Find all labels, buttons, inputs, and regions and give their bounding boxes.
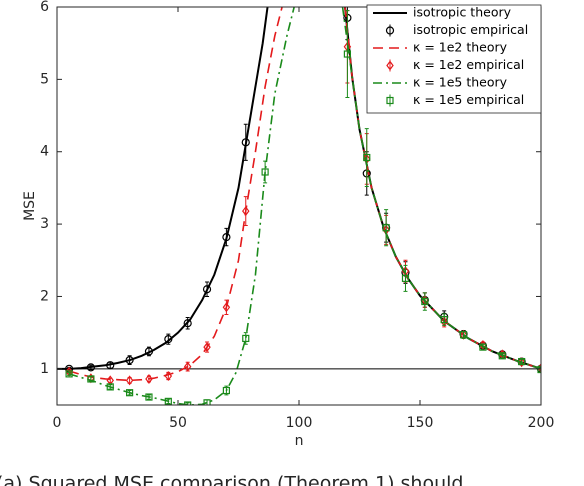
- error-bar: [185, 402, 190, 405]
- marker: [222, 233, 231, 242]
- marker: [459, 331, 468, 339]
- y-tick-label: 6: [40, 0, 49, 15]
- marker: [164, 397, 172, 405]
- legend-label: κ = 1e5 empirical: [413, 92, 524, 107]
- x-tick-label: 200: [528, 415, 555, 431]
- x-tick-label: 0: [53, 415, 62, 431]
- error-bar: [224, 227, 229, 247]
- marker: [242, 334, 250, 343]
- marker: [382, 224, 390, 232]
- legend-label: κ = 1e2 theory: [413, 40, 508, 55]
- marker: [242, 206, 250, 217]
- error-bar: [500, 353, 505, 359]
- marker: [145, 373, 153, 384]
- error-bar: [243, 196, 248, 227]
- marker: [222, 302, 231, 313]
- y-tick-label: 5: [40, 71, 49, 87]
- marker: [203, 342, 211, 353]
- marker: [164, 371, 173, 382]
- error-bar: [243, 332, 248, 345]
- error-bar: [67, 371, 72, 376]
- error-bar: [146, 394, 151, 400]
- marker: [241, 138, 250, 147]
- theory-line: [68, 7, 541, 405]
- marker: [202, 285, 212, 294]
- marker: [440, 316, 448, 324]
- legend-marker: [386, 60, 394, 71]
- marker: [363, 153, 371, 162]
- error-bar: [88, 364, 93, 371]
- plot-area: [57, 7, 541, 405]
- marker: [203, 399, 211, 405]
- x-axis-label: n: [295, 433, 304, 449]
- marker: [421, 297, 429, 306]
- error-bar: [146, 346, 151, 357]
- marker: [518, 357, 526, 366]
- legend-label: isotropic theory: [413, 5, 512, 20]
- error-bar: [108, 384, 113, 390]
- error-bar: [205, 281, 210, 297]
- legend-label: κ = 1e2 empirical: [413, 57, 524, 72]
- error-bar: [422, 292, 427, 311]
- error-bar: [127, 390, 132, 396]
- marker: [86, 363, 95, 372]
- marker: [65, 370, 73, 378]
- y-axis-label: MSE: [22, 191, 38, 221]
- legend-marker: [385, 26, 395, 35]
- marker: [343, 50, 351, 58]
- error-bar: [519, 358, 524, 365]
- marker: [125, 356, 134, 365]
- marker: [106, 383, 114, 391]
- error-bar: [243, 123, 248, 161]
- marker: [106, 361, 115, 370]
- marker: [479, 343, 487, 351]
- error-bar: [442, 313, 447, 326]
- marker: [164, 335, 173, 344]
- marker: [125, 375, 134, 386]
- marker: [87, 375, 95, 383]
- x-tick-label: 150: [407, 415, 434, 431]
- error-bar: [539, 367, 541, 372]
- caption: (a) Squared MSE comparison (Theorem 1) s…: [0, 473, 463, 486]
- error-bar: [88, 376, 93, 382]
- marker: [125, 389, 134, 397]
- marker: [498, 352, 506, 360]
- marker: [261, 168, 269, 176]
- marker: [144, 347, 154, 356]
- legend-label: isotropic empirical: [413, 22, 528, 37]
- marker: [145, 393, 153, 401]
- y-tick-label: 2: [40, 288, 49, 304]
- legend-box: [366, 4, 542, 114]
- marker: [222, 386, 230, 395]
- legend: isotropic theory isotropic empirical κ = 1…: [366, 4, 542, 114]
- error-bar: [364, 128, 369, 187]
- marker: [183, 319, 192, 328]
- error-bar: [166, 398, 171, 405]
- y-tick-label: 1: [40, 361, 49, 377]
- error-bar: [263, 160, 268, 184]
- marker: [401, 274, 410, 282]
- legend-marker: [386, 96, 394, 105]
- y-tick-label: 3: [40, 216, 49, 232]
- legend-label: κ = 1e5 theory: [413, 75, 508, 90]
- y-tick-label: 4: [40, 144, 49, 160]
- error-bar: [345, 10, 350, 98]
- error-bar: [403, 264, 408, 292]
- error-bar: [384, 209, 389, 247]
- error-bar: [127, 355, 132, 365]
- axes-box: [56, 6, 542, 406]
- marker: [184, 401, 192, 405]
- marker: [183, 361, 192, 372]
- x-tick-label: 100: [286, 415, 313, 431]
- x-tick-label: 50: [169, 415, 187, 431]
- marker: [537, 365, 541, 374]
